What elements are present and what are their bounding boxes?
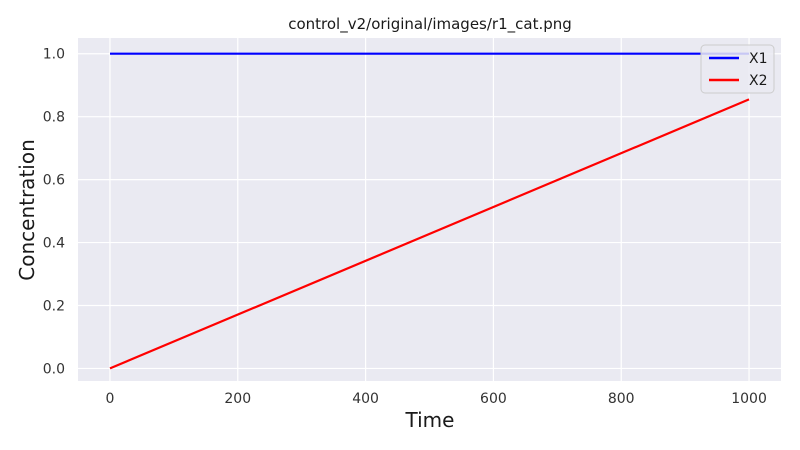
plot-area xyxy=(78,38,781,381)
y-tick-label: 0.6 xyxy=(43,173,65,189)
y-axis-ticks: 0.0 0.2 0.4 0.6 0.8 1.0 xyxy=(43,47,65,378)
y-tick-label: 0.4 xyxy=(43,236,65,252)
x-tick-label: 600 xyxy=(480,391,507,407)
x-tick-label: 800 xyxy=(608,391,635,407)
y-tick-label: 0.8 xyxy=(43,110,65,126)
legend-label-x2: X2 xyxy=(749,73,768,89)
legend-label-x1: X1 xyxy=(749,51,768,67)
series-lines xyxy=(109,52,750,370)
x-tick-label: 0 xyxy=(105,391,114,407)
chart-title: control_v2/original/images/r1_cat.png xyxy=(288,15,572,34)
y-axis-label: Concentration xyxy=(15,139,39,280)
x-tick-label: 1000 xyxy=(731,391,767,407)
y-tick-label: 1.0 xyxy=(43,47,65,63)
y-tick-label: 0.2 xyxy=(43,298,65,314)
x-tick-label: 400 xyxy=(352,391,379,407)
series-line-x2 xyxy=(109,98,750,370)
y-tick-label: 0.0 xyxy=(43,361,65,377)
x-axis-label: Time xyxy=(405,408,455,432)
x-tick-label: 200 xyxy=(224,391,251,407)
x-axis-ticks: 0 200 400 600 800 1000 xyxy=(105,391,766,407)
